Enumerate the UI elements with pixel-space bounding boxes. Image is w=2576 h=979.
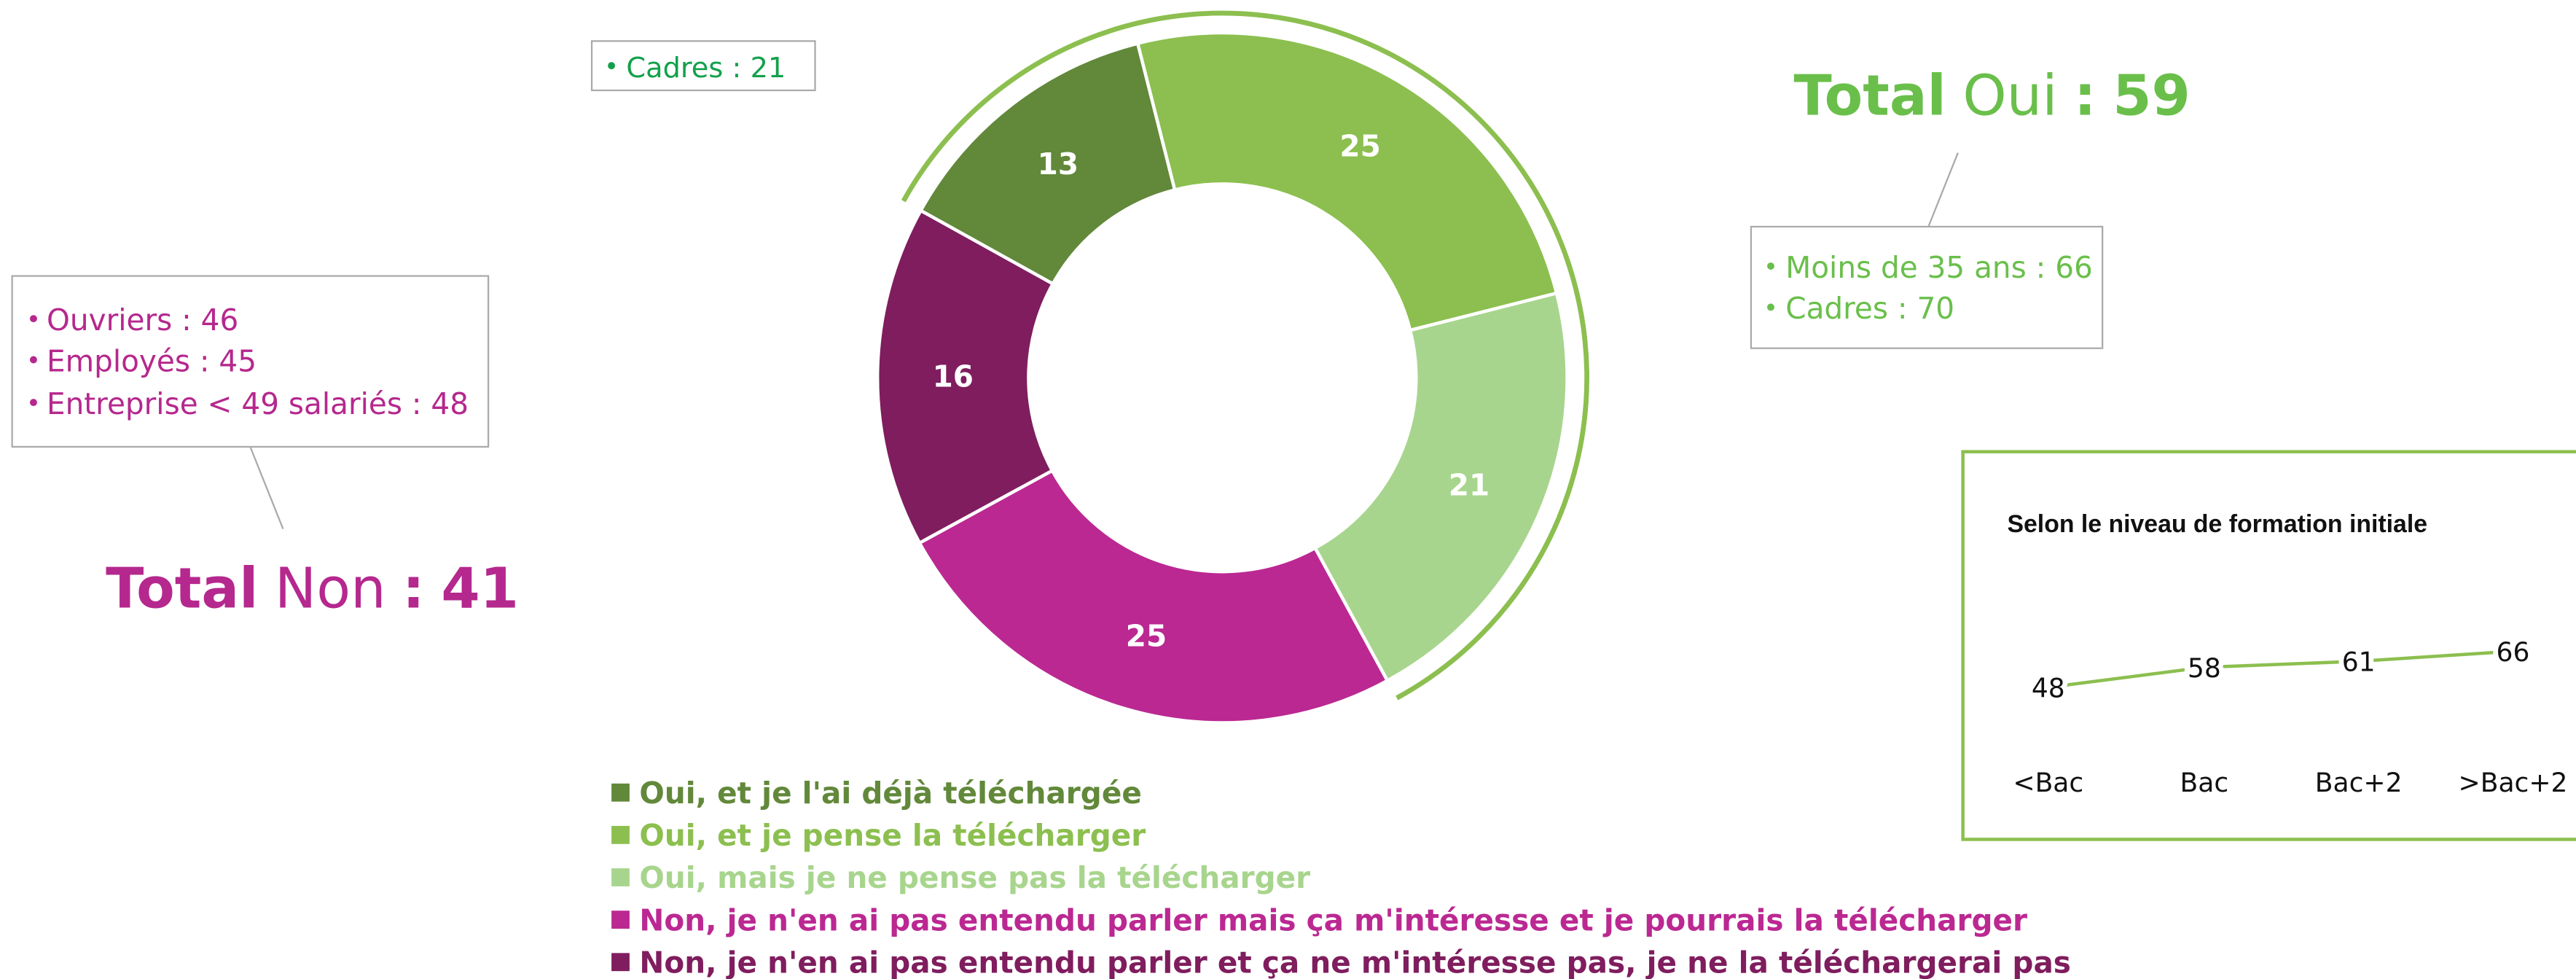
detail: Moins de 35 ans : 66 xyxy=(1785,250,2093,285)
bullet xyxy=(29,399,37,407)
legend-label: Oui, mais je ne pense pas la télécharger xyxy=(639,860,1310,895)
legend-swatch xyxy=(611,910,630,929)
data-label: 66 xyxy=(2497,637,2530,668)
data-label: 25 xyxy=(1126,618,1167,653)
total-value: 41 xyxy=(441,557,519,622)
bullet xyxy=(1767,262,1774,270)
data-label: 21 xyxy=(1449,468,1489,503)
legend-label: Oui, et je l'ai déjà téléchargée xyxy=(639,776,1141,811)
detail: Entreprise < 49 salariés : 48 xyxy=(47,386,469,421)
total-value: 59 xyxy=(2113,64,2191,129)
bullet xyxy=(29,356,37,364)
bullet xyxy=(1767,303,1774,311)
line xyxy=(2048,650,2513,690)
bullet xyxy=(608,62,616,70)
legend-label: Non, je n'en ai pas entendu parler mais … xyxy=(639,902,2027,937)
legend-swatch xyxy=(611,783,630,802)
total-word: Oui xyxy=(1962,64,2057,129)
callout-text: Cadres : 21 xyxy=(626,52,786,85)
x-tick-label: Bac xyxy=(2180,768,2229,798)
donut-segment xyxy=(917,468,1390,725)
bullet xyxy=(29,315,37,323)
donut-segment xyxy=(1135,31,1559,332)
data-label: 61 xyxy=(2342,647,2376,678)
legend-swatch xyxy=(611,825,630,844)
donut-segment xyxy=(1312,291,1569,683)
non-details: Ouvriers : 46 Employés : 45 Entreprise <… xyxy=(29,303,469,421)
oui-details: Moins de 35 ans : 66 Cadres : 70 xyxy=(1767,250,2093,326)
data-label: 25 xyxy=(1339,128,1380,163)
callout-box xyxy=(590,40,816,92)
detail: Ouvriers : 46 xyxy=(47,303,238,338)
inset-title: Selon le niveau de formation initiale xyxy=(2007,510,2427,538)
data-label: 16 xyxy=(933,359,974,394)
data-label: 48 xyxy=(2032,673,2065,703)
total-sep: : xyxy=(2074,64,2097,129)
detail: Cadres : 70 xyxy=(1785,291,1954,326)
total-label: Total xyxy=(1794,64,1946,129)
legend-label: Oui, et je pense la télécharger xyxy=(639,818,1146,853)
connector xyxy=(1927,152,1959,227)
total-label: Total xyxy=(106,557,258,622)
total-oui: Total Oui:59 xyxy=(1794,64,2191,129)
detail-box xyxy=(11,275,490,448)
data-label: 58 xyxy=(2188,653,2221,684)
total-non: Total Non:41 xyxy=(106,557,519,622)
detail-box xyxy=(1750,225,2104,349)
x-tick-label: <Bac xyxy=(2013,768,2083,798)
legend-swatch xyxy=(611,868,630,886)
inset-frame xyxy=(1961,450,2576,841)
donut-segment xyxy=(918,41,1177,286)
donut-segment xyxy=(875,208,1055,545)
data-label: 13 xyxy=(1038,147,1078,182)
x-tick-label: >Bac+2 xyxy=(2459,768,2568,798)
total-word: Non xyxy=(275,557,386,622)
legend-swatch xyxy=(611,953,630,972)
x-tick-label: Bac+2 xyxy=(2315,768,2403,798)
detail: Employés : 45 xyxy=(47,343,257,378)
group-arc xyxy=(901,10,1589,701)
total-sep: : xyxy=(402,557,425,622)
connector xyxy=(249,446,284,529)
legend-label: Non, je n'en ai pas entendu parler et ça… xyxy=(639,945,2071,979)
